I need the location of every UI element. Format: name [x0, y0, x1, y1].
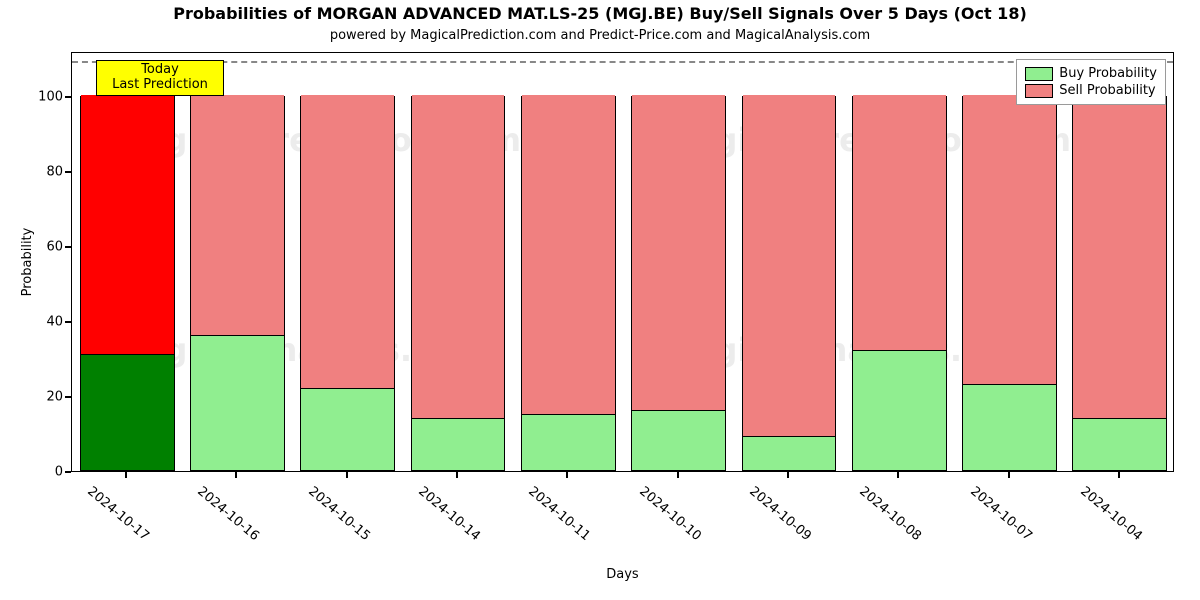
bar-group [1072, 51, 1167, 471]
bar-stack [631, 96, 726, 471]
bar-buy [412, 418, 505, 471]
chart-container: Probabilities of MORGAN ADVANCED MAT.LS-… [0, 0, 1200, 600]
ytick-mark [65, 171, 71, 173]
bar-sell [853, 95, 946, 350]
plot-area: MagicalPrediction.comMagicalPrediction.c… [71, 52, 1174, 472]
legend-item: Sell Probability [1025, 83, 1157, 98]
bar-stack [300, 96, 395, 471]
bar-stack [742, 96, 837, 471]
bar-buy [1073, 418, 1166, 471]
legend: Buy Probability Sell Probability [1016, 59, 1166, 105]
bar-group [962, 51, 1057, 471]
xtick-mark [125, 472, 127, 478]
ytick-label: 100 [27, 90, 63, 105]
bar-buy [301, 388, 394, 471]
legend-label: Sell Probability [1059, 83, 1155, 98]
bar-buy [853, 350, 946, 470]
bar-group [80, 51, 175, 471]
legend-swatch [1025, 67, 1053, 81]
ytick-label: 40 [27, 315, 63, 330]
xtick-mark [346, 472, 348, 478]
legend-item: Buy Probability [1025, 66, 1157, 81]
xtick-mark [787, 472, 789, 478]
xtick-mark [1118, 472, 1120, 478]
chart-title: Probabilities of MORGAN ADVANCED MAT.LS-… [0, 4, 1200, 23]
bar-sell [1073, 95, 1166, 418]
annotation-line-1: Today [103, 63, 217, 78]
bar-group [300, 51, 395, 471]
bar-buy [522, 414, 615, 470]
xtick-label: 2024-10-15 [305, 484, 373, 544]
bar-buy [81, 354, 174, 470]
bar-stack [411, 96, 506, 471]
xtick-label: 2024-10-17 [84, 484, 152, 544]
ytick-label: 0 [27, 465, 63, 480]
bar-group [631, 51, 726, 471]
today-annotation: Today Last Prediction [96, 60, 224, 96]
bar-group [742, 51, 837, 471]
xtick-label: 2024-10-09 [746, 484, 814, 544]
bar-sell [632, 95, 725, 410]
xtick-label: 2024-10-11 [526, 484, 594, 544]
xtick-mark [566, 472, 568, 478]
ytick-mark [65, 396, 71, 398]
xtick-mark [897, 472, 899, 478]
bar-stack [852, 96, 947, 471]
chart-subtitle: powered by MagicalPrediction.com and Pre… [0, 28, 1200, 43]
legend-swatch [1025, 84, 1053, 98]
bar-sell [743, 95, 836, 436]
bar-sell [191, 95, 284, 335]
xtick-label: 2024-10-14 [415, 484, 483, 544]
bar-sell [81, 95, 174, 354]
ytick-mark [65, 471, 71, 473]
bar-sell [963, 95, 1056, 384]
bar-stack [1072, 96, 1167, 471]
bar-buy [632, 410, 725, 470]
bar-group [190, 51, 285, 471]
bar-stack [962, 96, 1057, 471]
xtick-label: 2024-10-04 [1077, 484, 1145, 544]
bar-buy [743, 436, 836, 470]
x-axis-label: Days [71, 567, 1174, 582]
xtick-label: 2024-10-07 [967, 484, 1035, 544]
xtick-label: 2024-10-08 [857, 484, 925, 544]
y-axis-label: Probability [20, 227, 35, 297]
bar-group [852, 51, 947, 471]
bar-buy [191, 335, 284, 470]
xtick-mark [1008, 472, 1010, 478]
ytick-label: 80 [27, 165, 63, 180]
legend-label: Buy Probability [1059, 66, 1157, 81]
xtick-label: 2024-10-16 [195, 484, 263, 544]
bar-sell [301, 95, 394, 388]
bar-buy [963, 384, 1056, 470]
bar-group [411, 51, 506, 471]
ytick-label: 60 [27, 240, 63, 255]
bar-sell [412, 95, 505, 418]
bar-stack [521, 96, 616, 471]
annotation-line-2: Last Prediction [103, 78, 217, 93]
ytick-mark [65, 96, 71, 98]
bar-stack [80, 96, 175, 471]
xtick-mark [235, 472, 237, 478]
ytick-mark [65, 246, 71, 248]
ytick-mark [65, 321, 71, 323]
ytick-label: 20 [27, 390, 63, 405]
bar-stack [190, 96, 285, 471]
xtick-mark [677, 472, 679, 478]
xtick-label: 2024-10-10 [636, 484, 704, 544]
xtick-mark [456, 472, 458, 478]
bar-group [521, 51, 616, 471]
bar-sell [522, 95, 615, 414]
